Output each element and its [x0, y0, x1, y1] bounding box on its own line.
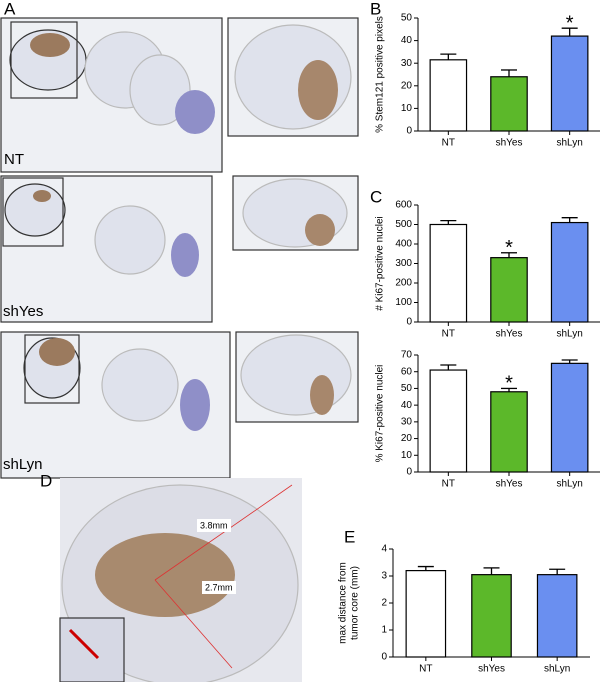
bar: [429, 59, 468, 132]
bar: [471, 574, 512, 658]
significance-mark: *: [566, 12, 574, 34]
panel-label: B: [370, 0, 381, 18]
x-tick-label: shYes: [496, 479, 523, 490]
x-tick-label: NT: [442, 329, 455, 340]
measurement-label: 3.8mm: [200, 520, 228, 530]
y-axis-label: tumor core (mm): [350, 566, 361, 640]
x-tick-label: NT: [442, 479, 455, 490]
y-tick-label: 10: [401, 450, 413, 461]
bar: [490, 257, 528, 323]
y-tick-label: 40: [401, 35, 413, 46]
x-tick-label: shLyn: [544, 664, 570, 675]
y-tick-label: 60: [401, 366, 413, 377]
y-tick-label: 4: [381, 544, 387, 555]
y-tick-label: 50: [401, 383, 413, 394]
bar: [490, 76, 528, 132]
bar: [550, 35, 589, 132]
bar: [550, 362, 589, 473]
y-tick-label: 300: [395, 258, 412, 269]
y-tick-label: 500: [395, 219, 412, 230]
x-tick-label: shYes: [496, 329, 523, 340]
x-tick-label: shLyn: [557, 329, 583, 340]
bar: [429, 223, 468, 323]
y-tick-label: 0: [406, 126, 412, 137]
bar: [405, 569, 447, 658]
y-tick-label: 3: [381, 571, 387, 582]
y-tick-label: 0: [406, 467, 412, 478]
measurement-label: 2.7mm: [205, 582, 233, 592]
y-tick-label: 0: [406, 317, 412, 328]
y-tick-label: 0: [381, 652, 387, 663]
x-tick-label: NT: [419, 664, 432, 675]
y-tick-label: 400: [395, 239, 412, 250]
x-tick-label: shYes: [496, 138, 523, 149]
y-axis-label: max distance from: [338, 562, 349, 644]
y-tick-label: 200: [395, 278, 412, 289]
y-tick-label: 30: [401, 58, 413, 69]
y-axis-label: % Stem121 positive pixels: [375, 16, 386, 133]
measurement-box: [197, 519, 231, 532]
image-label: NT: [4, 151, 24, 168]
y-tick-label: 600: [395, 200, 412, 211]
y-tick-label: 20: [401, 80, 413, 91]
significance-mark: *: [505, 237, 513, 259]
bar: [429, 369, 468, 473]
y-tick-label: 10: [401, 103, 413, 114]
bar: [536, 574, 578, 658]
image-label: shYes: [3, 303, 43, 320]
bar: [490, 391, 528, 473]
panel-label: E: [344, 527, 355, 546]
bar: [550, 221, 589, 323]
y-tick-label: 100: [395, 297, 412, 308]
image-label: shLyn: [3, 456, 42, 473]
y-tick-label: 70: [401, 350, 413, 361]
panel-label: D: [40, 471, 52, 490]
histology-images: [0, 17, 359, 682]
y-tick-label: 30: [401, 416, 413, 427]
y-tick-label: 2: [381, 598, 387, 609]
measurement-box: [202, 581, 236, 594]
y-axis-label: # Ki67-positive nuclei: [375, 216, 386, 311]
x-tick-label: shLyn: [557, 479, 583, 490]
y-tick-label: 50: [401, 13, 413, 24]
significance-mark: *: [505, 373, 513, 395]
panel-label: C: [370, 187, 382, 206]
panel-label: A: [4, 0, 16, 18]
y-tick-label: 1: [381, 625, 387, 636]
x-tick-label: shLyn: [557, 138, 583, 149]
y-tick-label: 20: [401, 433, 413, 444]
y-tick-label: 40: [401, 400, 413, 411]
x-tick-label: shYes: [478, 664, 505, 675]
y-axis-label: % Ki67-positive nuclei: [375, 365, 386, 463]
x-tick-label: NT: [442, 138, 455, 149]
